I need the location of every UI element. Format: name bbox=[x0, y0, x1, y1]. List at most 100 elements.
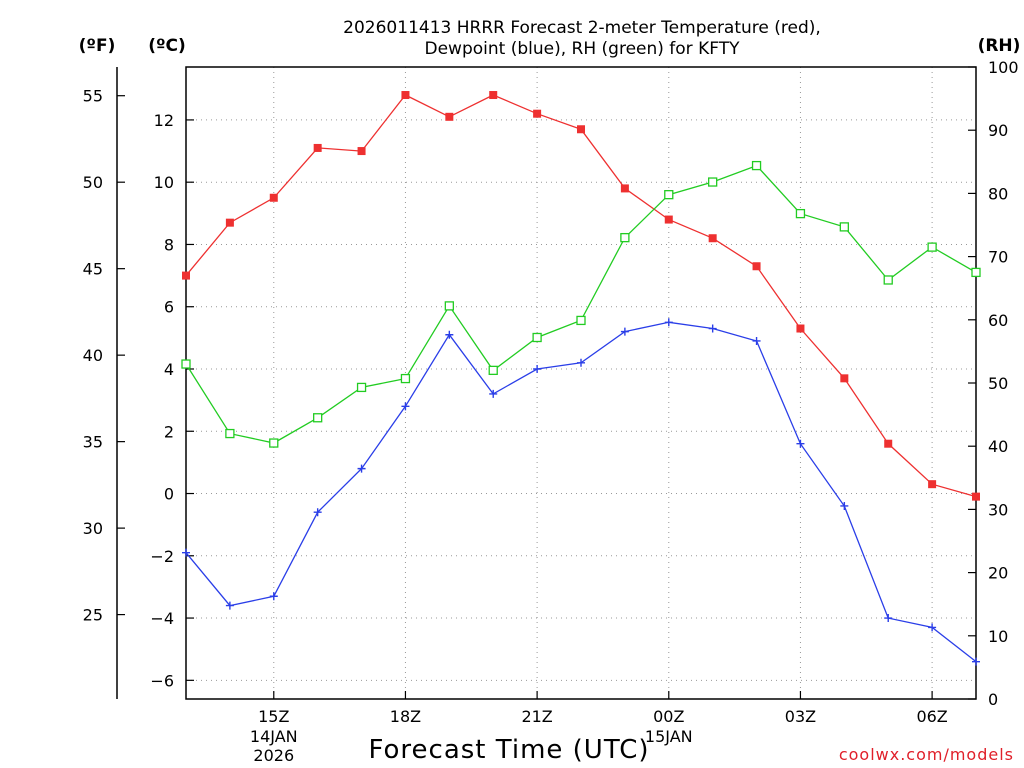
rh-tick-label: 20 bbox=[988, 564, 1008, 583]
dewpoint-point bbox=[445, 330, 454, 339]
dewpoint-point bbox=[225, 601, 234, 610]
fahrenheit-tick-label: 25 bbox=[83, 606, 103, 625]
temperature-point bbox=[489, 91, 498, 100]
time-tick-label: 06Z bbox=[916, 707, 947, 726]
time-tick-label: 00Z bbox=[653, 707, 684, 726]
rh-tick-label: 40 bbox=[988, 437, 1008, 456]
temperature-point bbox=[928, 480, 937, 489]
fahrenheit-tick-label: 55 bbox=[83, 87, 103, 106]
temperature-point bbox=[796, 324, 805, 333]
temperature-point bbox=[708, 234, 717, 243]
rh-tick-label: 90 bbox=[988, 121, 1008, 140]
celsius-axis-label: (ºC) bbox=[148, 36, 186, 56]
celsius-tick-label: 4 bbox=[164, 360, 174, 379]
celsius-tick-label: 8 bbox=[164, 235, 174, 254]
time-tick-label: 18Z bbox=[390, 707, 421, 726]
rh-point bbox=[444, 301, 454, 311]
dewpoint-point bbox=[401, 402, 410, 411]
dewpoint-point bbox=[577, 358, 585, 367]
chart-title-line2: Dewpoint (blue), RH (green) for KFTY bbox=[425, 39, 741, 59]
fahrenheit-axis-label: (ºF) bbox=[79, 36, 116, 56]
temperature-point bbox=[313, 143, 322, 152]
celsius-tick-label: 10 bbox=[154, 173, 174, 192]
rh-point bbox=[313, 413, 323, 423]
rh-point bbox=[795, 208, 806, 219]
temperature-point bbox=[972, 492, 980, 501]
time-tick-date: 15JAN bbox=[645, 727, 693, 746]
time-tick-date: 14JAN bbox=[250, 727, 298, 746]
dewpoint-point bbox=[489, 389, 498, 398]
rh-point bbox=[620, 232, 630, 243]
time-tick-label: 03Z bbox=[785, 707, 816, 726]
rh-tick-label: 80 bbox=[988, 184, 1008, 203]
dewpoint-point bbox=[928, 623, 937, 632]
temperature-point bbox=[577, 125, 585, 134]
axes: −6 −4 −2 0 2 4 6 8 10 12 25 30 35 40 45 50 55 0 10 20 30 40 50… bbox=[83, 58, 1019, 765]
time-tick-label: 21Z bbox=[521, 707, 552, 726]
dewpoint-point bbox=[664, 318, 673, 327]
rh-tick-label: 70 bbox=[988, 248, 1008, 267]
rh-point bbox=[225, 428, 235, 439]
dewpoint-point bbox=[620, 327, 629, 336]
rh-point bbox=[400, 373, 411, 384]
fahrenheit-tick-label: 40 bbox=[83, 346, 103, 365]
temperature-point bbox=[664, 215, 673, 224]
temperature-point bbox=[840, 374, 849, 383]
dewpoint-point bbox=[357, 464, 366, 473]
temperature-point bbox=[533, 109, 542, 118]
rh-point bbox=[927, 242, 937, 252]
dewpoint-point bbox=[269, 592, 278, 601]
plot-frame bbox=[185, 66, 977, 700]
celsius-tick-label: 2 bbox=[164, 422, 174, 441]
dewpoint-point bbox=[796, 439, 805, 448]
rh-point bbox=[664, 190, 674, 200]
celsius-tick-label: 6 bbox=[164, 298, 174, 317]
rh-point bbox=[269, 438, 279, 448]
temperature-point bbox=[884, 439, 893, 448]
rh-tick-label: 30 bbox=[988, 500, 1008, 519]
temperature-line bbox=[185, 94, 977, 498]
credit-text[interactable]: coolwx.com/models bbox=[839, 745, 1014, 764]
rh-point bbox=[532, 332, 542, 343]
dewpoint-point bbox=[708, 324, 717, 333]
rh-tick-label: 0 bbox=[988, 690, 998, 709]
rh-point bbox=[708, 177, 718, 187]
temperature-point bbox=[225, 218, 234, 227]
rh-point bbox=[356, 382, 367, 393]
rh-line bbox=[185, 164, 977, 444]
grid bbox=[186, 67, 976, 699]
celsius-tick-label: −2 bbox=[150, 547, 174, 566]
temperature-point bbox=[620, 184, 629, 193]
temperature-point bbox=[401, 91, 410, 100]
dewpoint-point bbox=[182, 548, 190, 557]
rh-point bbox=[488, 365, 498, 376]
rh-point bbox=[971, 267, 981, 278]
fahrenheit-tick-label: 50 bbox=[83, 173, 103, 192]
series bbox=[181, 91, 981, 666]
temperature-point bbox=[182, 271, 190, 280]
rh-point bbox=[751, 160, 762, 171]
temperature-point bbox=[357, 147, 366, 156]
celsius-tick-label: −4 bbox=[150, 609, 174, 628]
temperature-point bbox=[445, 112, 454, 121]
dewpoint-point bbox=[752, 336, 761, 345]
dewpoint-point bbox=[533, 364, 542, 373]
dewpoint-point bbox=[313, 508, 322, 517]
temperature-point bbox=[269, 193, 278, 202]
dewpoint-point bbox=[884, 614, 893, 623]
dewpoint-line bbox=[185, 321, 977, 663]
fahrenheit-tick-label: 45 bbox=[83, 260, 103, 279]
rh-tick-label: 60 bbox=[988, 311, 1008, 330]
fahrenheit-tick-label: 35 bbox=[83, 433, 103, 452]
rh-point bbox=[883, 275, 893, 285]
time-tick-year: 2026 bbox=[253, 746, 294, 765]
dewpoint-point bbox=[972, 657, 980, 666]
celsius-tick-label: 0 bbox=[164, 485, 174, 504]
rh-point bbox=[576, 315, 586, 326]
rh-tick-label: 100 bbox=[988, 58, 1019, 77]
time-tick-label: 15Z bbox=[258, 707, 289, 726]
temperature-point bbox=[752, 262, 761, 271]
chart-title-line1: 2026011413 HRRR Forecast 2-meter Tempera… bbox=[343, 18, 821, 38]
x-axis-title: Forecast Time (UTC) bbox=[368, 735, 649, 765]
